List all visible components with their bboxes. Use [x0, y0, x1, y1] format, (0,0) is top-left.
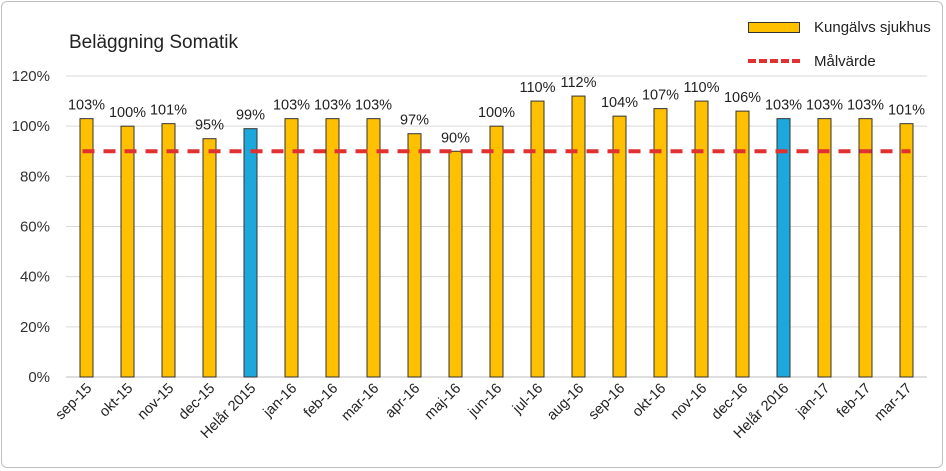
bar — [571, 95, 586, 378]
bar — [817, 118, 832, 378]
y-axis-ticks: 0% 20% 40% 60% 80% 100% 120% — [12, 68, 50, 386]
x-tick-label: mar-16 — [339, 381, 383, 425]
data-label: 106% — [724, 90, 761, 106]
data-label: 101% — [150, 103, 187, 119]
bar — [858, 118, 873, 378]
x-tick-label: jan-17 — [793, 381, 834, 422]
x-tick-label: nov-15 — [135, 381, 178, 424]
x-tick-label: mar-17 — [872, 381, 916, 425]
x-tick-label: okt-16 — [630, 381, 670, 421]
data-label: 104% — [601, 95, 638, 111]
bar — [120, 125, 135, 378]
legend-label-target: Målvärde — [814, 52, 876, 70]
data-label: 103% — [806, 98, 843, 114]
x-tick-label: sep-15 — [53, 381, 96, 424]
x-tick-label: nov-16 — [668, 381, 711, 424]
data-label: 103% — [765, 98, 802, 114]
x-tick-label: okt-15 — [97, 381, 137, 421]
data-labels: 103% 100% 101%95%99%103% 103% 103%97%90%100%… — [68, 75, 925, 146]
data-label: 107% — [642, 88, 679, 104]
data-label: 103% — [314, 98, 351, 114]
bar — [530, 100, 545, 378]
bar — [407, 133, 422, 378]
data-label: 112% — [560, 75, 596, 91]
x-tick-label: aug-16 — [544, 381, 587, 424]
legend: Kungälvs sjukhus Målvärde — [748, 14, 931, 82]
y-tick-label: 80% — [20, 168, 50, 185]
bar — [694, 100, 709, 378]
data-label: 103% — [68, 98, 105, 114]
legend-swatch-target-line — [748, 59, 800, 63]
bars — [79, 95, 914, 378]
x-tick-label: jun-16 — [465, 381, 506, 422]
x-tick-label: apr-16 — [382, 381, 423, 422]
bar — [489, 125, 504, 378]
bar — [448, 150, 463, 378]
bar — [79, 118, 94, 378]
x-tick-label: jul-16 — [509, 381, 546, 418]
y-tick-label: 0% — [28, 369, 50, 386]
data-label: 100% — [109, 105, 146, 121]
x-tick-label: maj-16 — [422, 381, 465, 424]
y-tick-label: 20% — [20, 319, 50, 336]
data-label: 103% — [273, 98, 310, 114]
bar — [612, 115, 627, 378]
data-label: 99% — [236, 108, 265, 124]
legend-item-series: Kungälvs sjukhus — [748, 14, 931, 40]
bar — [202, 138, 217, 378]
x-tick-label: sep-16 — [586, 381, 629, 424]
x-tick-label: feb-17 — [834, 381, 874, 421]
legend-swatch-bar — [748, 21, 800, 33]
bar — [284, 118, 299, 378]
bar — [161, 123, 176, 378]
bar — [366, 118, 381, 378]
y-tick-label: 40% — [20, 269, 50, 286]
bar — [735, 110, 750, 378]
y-tick-label: 120% — [12, 68, 50, 85]
data-label: 101% — [888, 103, 925, 119]
data-label: 97% — [400, 113, 429, 129]
x-tick-label: jan-16 — [260, 381, 301, 422]
data-label: 103% — [847, 98, 884, 114]
x-tick-label: feb-16 — [301, 381, 341, 421]
bar — [776, 118, 791, 378]
legend-label-series: Kungälvs sjukhus — [814, 18, 931, 36]
bar — [653, 108, 668, 378]
data-label: 110% — [519, 80, 555, 96]
y-tick-label: 100% — [12, 118, 50, 135]
bar — [325, 118, 340, 378]
data-label: 103% — [355, 98, 392, 114]
data-label: 90% — [441, 130, 470, 146]
data-label: 100% — [478, 105, 515, 121]
data-label: 95% — [195, 118, 224, 134]
y-tick-label: 60% — [20, 219, 50, 236]
legend-item-target: Målvärde — [748, 48, 931, 74]
chart-title: Beläggning Somatik — [69, 32, 238, 53]
bar — [243, 128, 258, 378]
data-label: 110% — [683, 80, 719, 96]
bar — [899, 123, 914, 378]
